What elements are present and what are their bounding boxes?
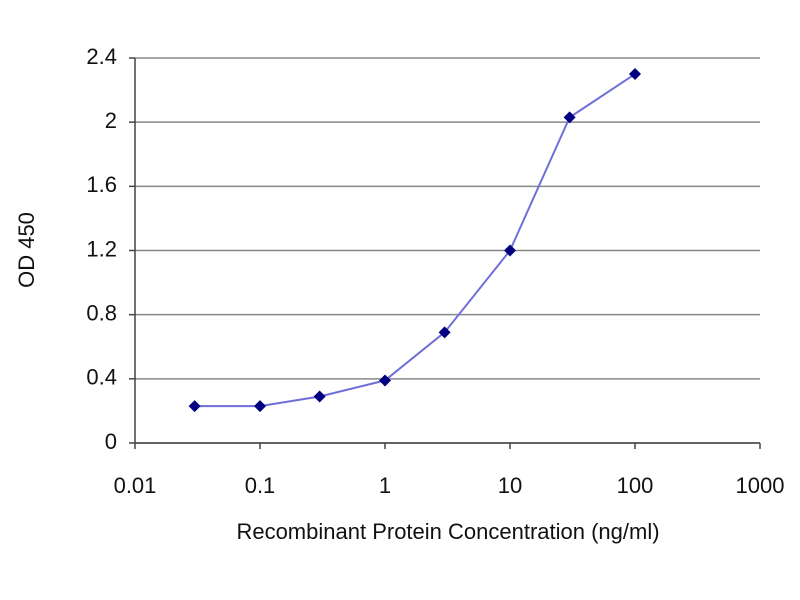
y-tick-label: 1.2: [86, 236, 117, 261]
series-line: [194, 73, 636, 408]
data-point: [254, 400, 266, 413]
y-tick-label: 2.4: [86, 44, 117, 69]
x-tick-label: 0.1: [245, 473, 276, 498]
x-tick-label: 10: [498, 473, 522, 498]
y-tick-label: 0.4: [86, 365, 117, 390]
x-tick-label: 100: [617, 473, 654, 498]
data-point: [629, 68, 641, 81]
x-tick-label: 1000: [736, 473, 785, 498]
y-tick-label: 0: [105, 429, 117, 454]
data-point: [379, 374, 391, 387]
x-tick-label: 0.01: [114, 473, 157, 498]
y-tick-label: 0.8: [86, 300, 117, 325]
y-tick-label: 1.6: [86, 172, 117, 197]
y-axis-label: OD 450: [14, 212, 39, 288]
data-point: [313, 390, 326, 403]
data-point: [563, 111, 576, 124]
data-point: [188, 400, 201, 413]
y-tick-label: 2: [105, 108, 117, 133]
data-point: [438, 326, 451, 339]
data-point: [504, 244, 516, 257]
x-axis-label: Recombinant Protein Concentration (ng/ml…: [236, 519, 659, 544]
x-tick-label: 1: [379, 473, 391, 498]
